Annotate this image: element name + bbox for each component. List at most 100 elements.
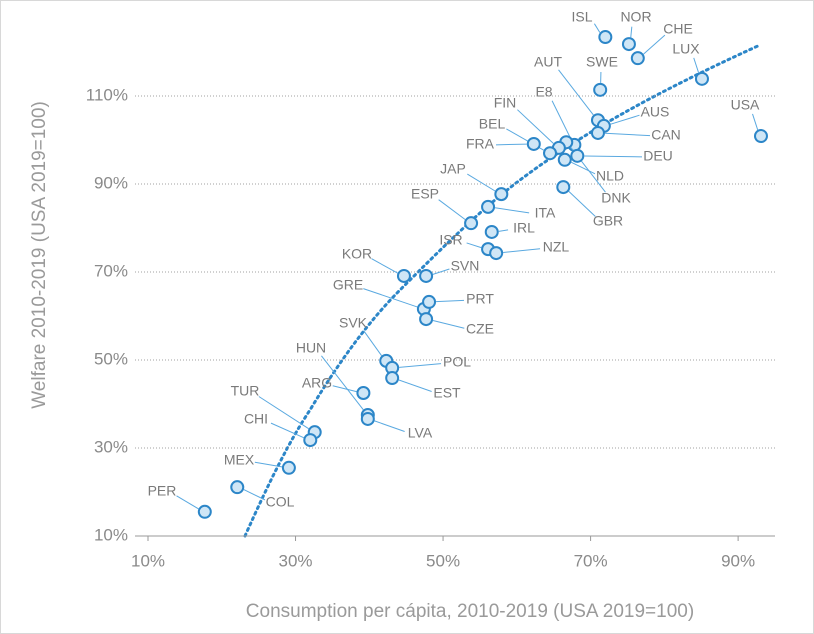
- leader-line: [258, 396, 309, 430]
- leader-line: [438, 199, 466, 220]
- point: [360, 411, 375, 426]
- point-label: E8: [535, 84, 552, 100]
- point-label: CHI: [244, 411, 268, 427]
- leader-line: [752, 113, 759, 131]
- leader-line: [398, 379, 432, 392]
- leader-line: [321, 355, 364, 411]
- leader-line: [503, 248, 541, 253]
- point-label: ISL: [571, 9, 592, 25]
- point-label: POL: [443, 354, 471, 370]
- x-tick-label: 70%: [574, 551, 608, 570]
- point-label: SVK: [339, 315, 368, 331]
- point-label: CZE: [466, 321, 494, 337]
- leader-line: [432, 319, 465, 329]
- point: [484, 224, 499, 239]
- point: [590, 125, 605, 140]
- leader-line: [399, 363, 442, 368]
- leader-line: [558, 69, 594, 116]
- leader-line: [630, 26, 633, 38]
- point-label: BEL: [479, 116, 506, 132]
- point: [753, 129, 768, 144]
- leader-line: [243, 489, 266, 501]
- y-tick-label: 110%: [86, 85, 128, 104]
- point: [694, 71, 709, 86]
- point-label: NZL: [543, 239, 570, 255]
- point-label: JAP: [440, 161, 466, 177]
- leader-line: [643, 34, 666, 55]
- point: [494, 187, 509, 202]
- point: [543, 146, 558, 161]
- point-label: AUT: [534, 54, 562, 70]
- point: [481, 199, 496, 214]
- y-axis-title: Welfare 2010-2019 (USA 2019=100): [29, 101, 50, 409]
- point-label: USA: [731, 97, 760, 113]
- leader-line: [374, 420, 405, 432]
- point-label: IRL: [513, 220, 535, 236]
- leader-line: [610, 114, 640, 125]
- x-tick-label: 10%: [131, 551, 165, 570]
- y-tick-label: 10%: [94, 525, 128, 544]
- point-label: GRE: [333, 277, 363, 293]
- leader-line: [551, 100, 572, 140]
- point-label: CHE: [663, 21, 693, 37]
- leader-line: [466, 242, 482, 249]
- y-tick-label: 70%: [94, 261, 128, 280]
- point-label: NLD: [596, 168, 624, 184]
- point: [630, 51, 645, 66]
- point: [556, 180, 571, 195]
- leader-line: [467, 173, 496, 192]
- x-tick-label: 90%: [721, 551, 755, 570]
- point-label: MEX: [224, 452, 255, 468]
- point-label: EST: [433, 385, 461, 401]
- x-tick-label: 30%: [279, 551, 313, 570]
- point: [593, 82, 608, 97]
- leader-line: [176, 495, 199, 510]
- point: [489, 246, 504, 261]
- leader-line: [432, 268, 450, 275]
- leader-line: [604, 132, 651, 137]
- point-label: COL: [266, 494, 295, 510]
- point: [621, 37, 636, 52]
- leader-line: [571, 161, 596, 175]
- point: [598, 30, 613, 45]
- point: [422, 294, 437, 309]
- point-label: ARG: [302, 375, 332, 391]
- point-label: ITA: [535, 205, 556, 221]
- leader-line: [494, 207, 530, 214]
- point-label: DNK: [601, 190, 631, 206]
- leader-line: [517, 109, 554, 144]
- point: [281, 460, 296, 475]
- point-label: ISR: [439, 232, 462, 248]
- leader-line: [584, 155, 643, 158]
- point-label: ESP: [411, 186, 439, 202]
- point-label: AUS: [641, 104, 670, 120]
- point-label: LUX: [672, 41, 700, 57]
- point-label: FRA: [466, 136, 495, 152]
- point: [356, 386, 371, 400]
- leader-line: [436, 299, 465, 303]
- point: [419, 312, 434, 327]
- point: [570, 148, 585, 163]
- point-label: PRT: [466, 291, 494, 307]
- point-label: GBR: [593, 213, 623, 229]
- point-label: SWE: [586, 54, 618, 70]
- point-label: DEU: [643, 148, 673, 164]
- point-label: NOR: [620, 9, 651, 25]
- point: [230, 480, 245, 495]
- leader-line: [363, 330, 382, 356]
- point-label: FIN: [494, 95, 517, 111]
- leader-line: [593, 23, 601, 33]
- point: [419, 268, 434, 283]
- point-label: HUN: [296, 340, 326, 356]
- point-label: SVN: [451, 258, 480, 274]
- point: [396, 268, 411, 283]
- x-axis-title: Consumption per cápita, 2010-2019 (USA 2…: [246, 601, 694, 622]
- y-tick-label: 50%: [94, 349, 128, 368]
- point-label: PER: [148, 483, 177, 499]
- point: [385, 371, 400, 386]
- point: [526, 136, 541, 151]
- leader-line: [693, 57, 700, 73]
- leader-line: [363, 288, 418, 308]
- y-tick-label: 90%: [94, 173, 128, 192]
